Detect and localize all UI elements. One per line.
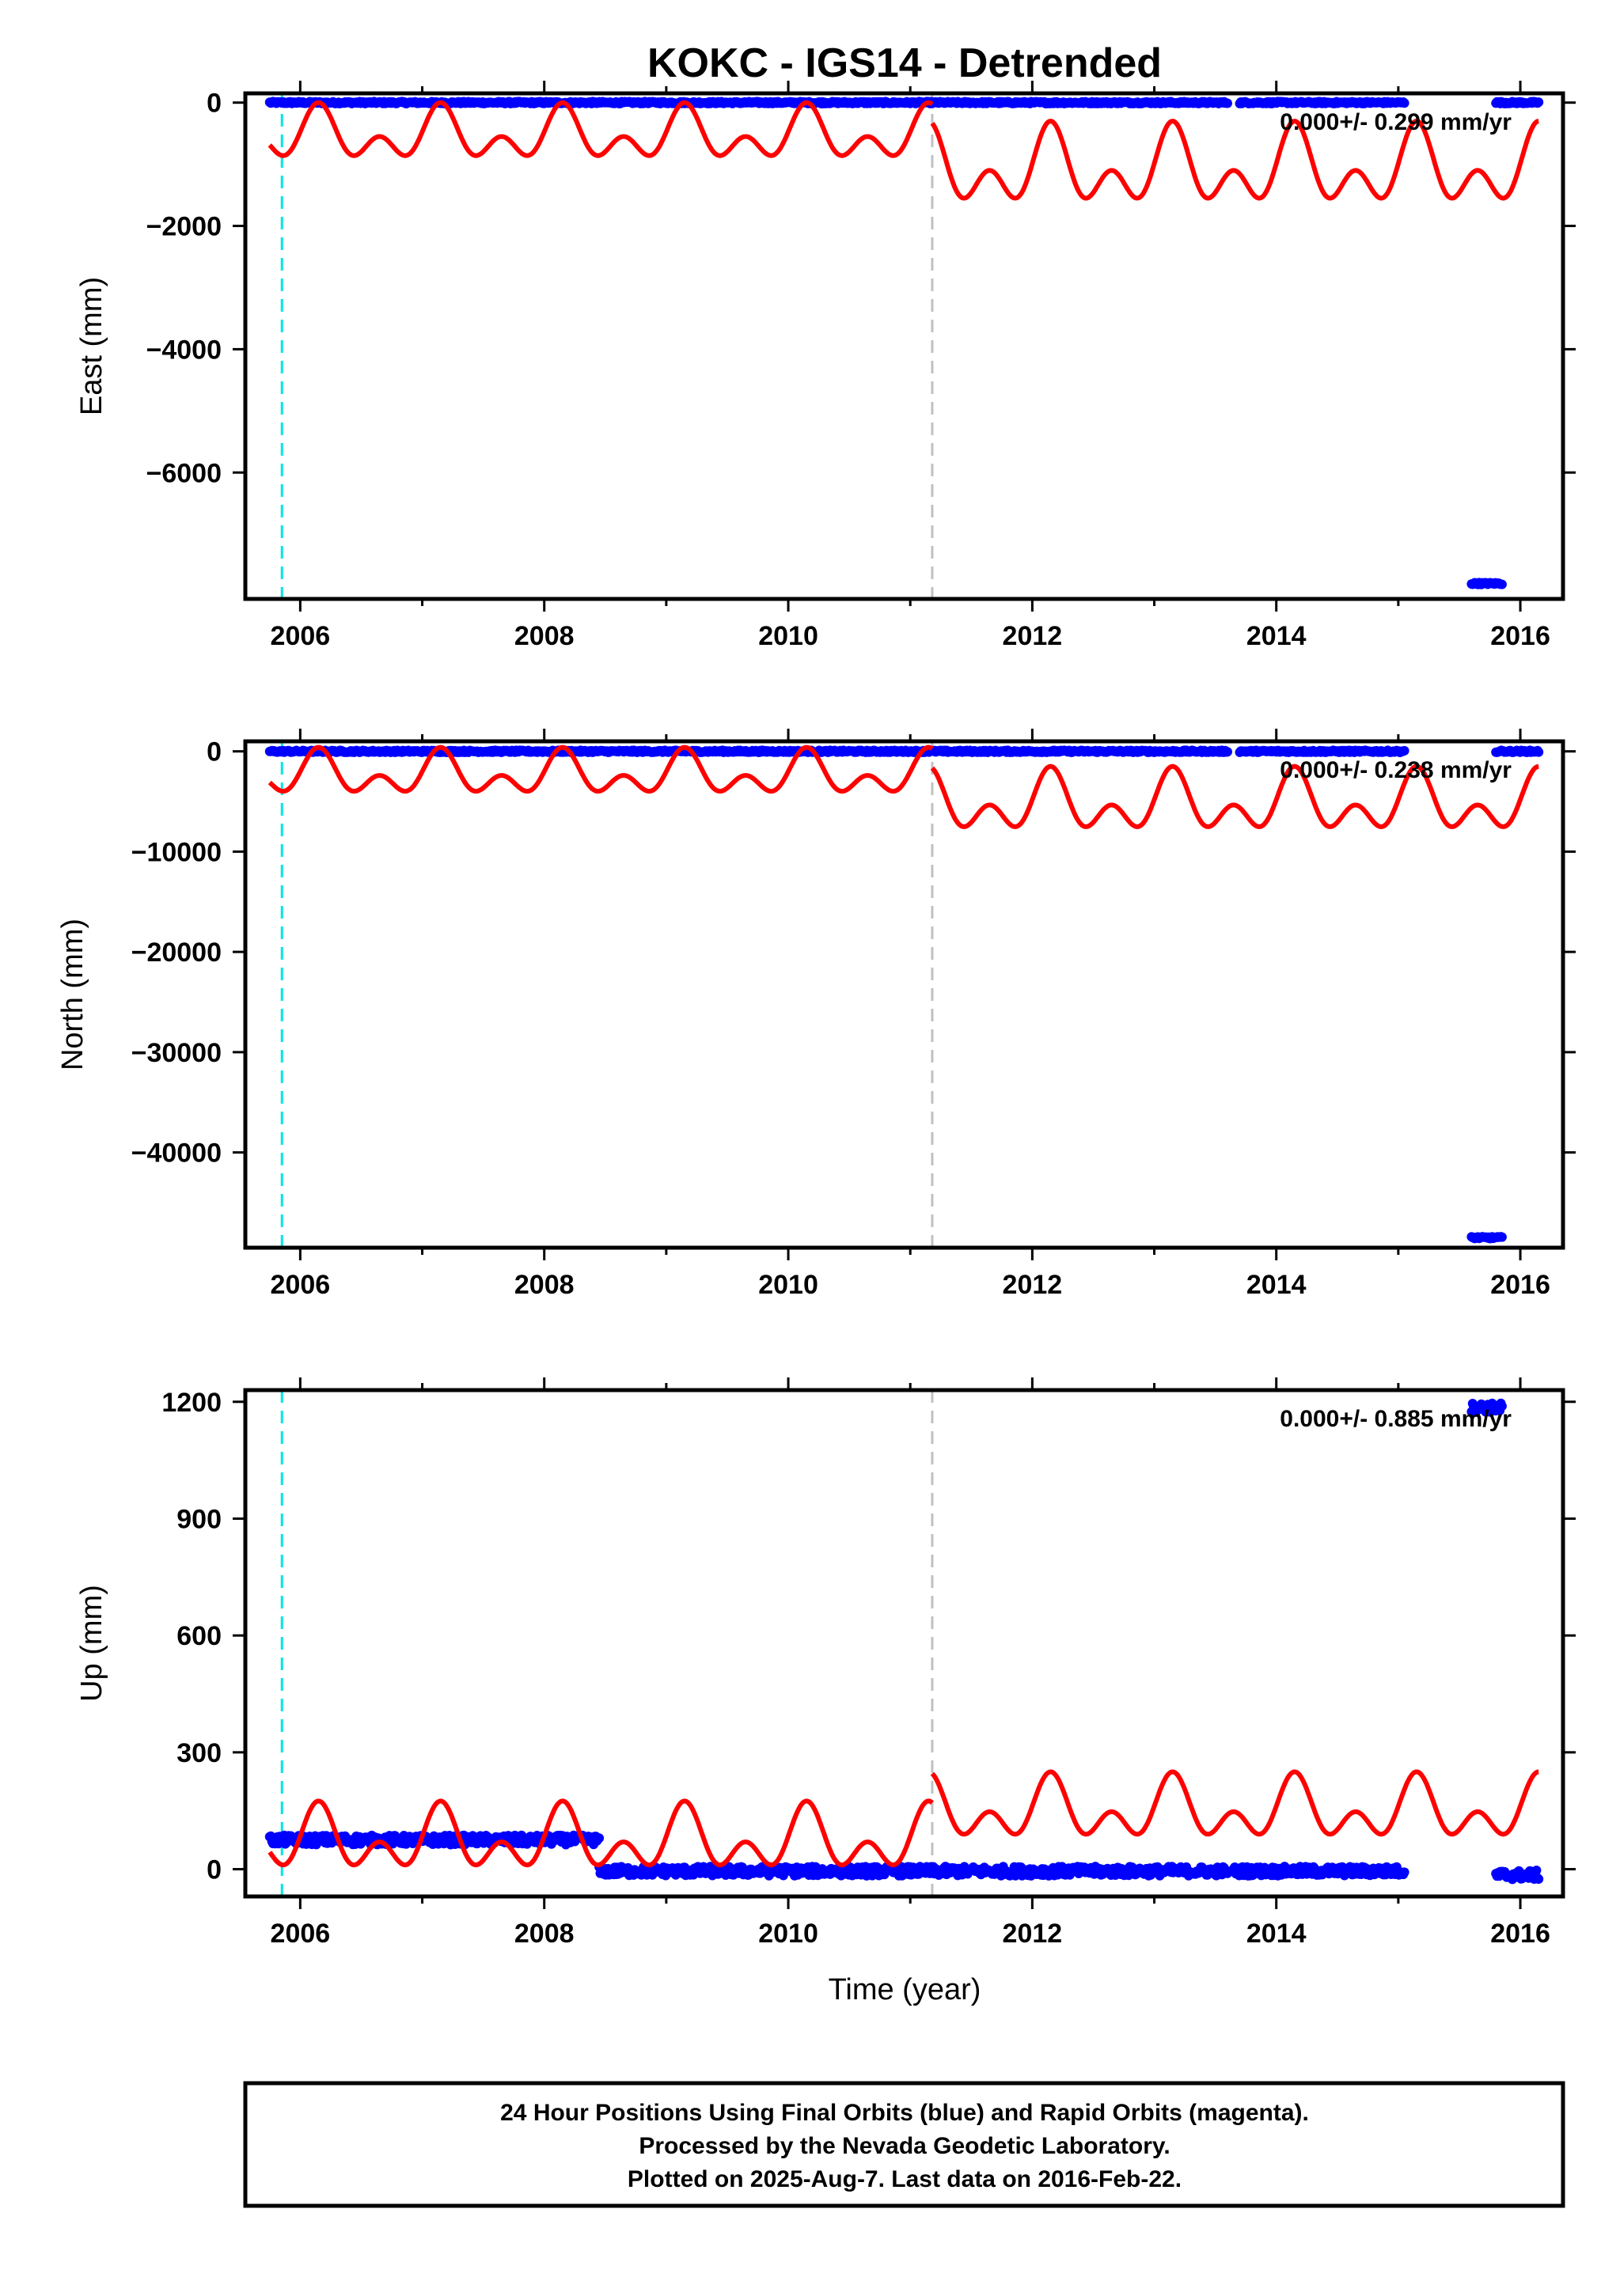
y-tick-label: 1200 (161, 1388, 222, 1418)
model-fit-line (267, 1769, 1539, 1868)
final-orbit-series (264, 745, 1544, 1244)
x-tick-label: 2008 (514, 1270, 575, 1300)
model-fit-line (267, 100, 1539, 201)
data-point (1399, 745, 1409, 756)
data-point (594, 1833, 605, 1843)
rate-label: 0.000+/- 0.299 mm/yr (1280, 109, 1512, 135)
chart-title: KOKC - IGS14 - Detrended (647, 40, 1162, 86)
plot-frame (243, 739, 1565, 1250)
plot-area (264, 741, 1544, 1248)
y-tick-label: 600 (176, 1621, 222, 1651)
x-tick-label: 2006 (271, 1270, 331, 1300)
footer-line-3: Plotted on 2025-Aug-7. Last data on 2016… (628, 2166, 1182, 2192)
data-point (1534, 97, 1544, 108)
y-tick-label: −6000 (146, 458, 222, 488)
y-tick-label: −20000 (131, 938, 222, 968)
x-tick-label: 2016 (1490, 1270, 1550, 1300)
x-tick-label: 2010 (758, 1270, 818, 1300)
plot-frame (243, 91, 1565, 601)
x-tick-label: 2014 (1246, 1919, 1307, 1949)
x-axis-label: Time (year) (829, 1973, 981, 2006)
panel-up: 2006 2008 2010 2012 2014 2016 0 300 600 900 1200 Up… (75, 1377, 1576, 1949)
data-point (1223, 747, 1232, 757)
plot-frame (243, 1388, 1565, 1899)
x-tick-label: 2014 (1246, 621, 1307, 651)
data-point (1531, 1866, 1542, 1875)
data-point (1497, 1232, 1507, 1242)
footer-line-2: Processed by the Nevada Geodetic Laborat… (639, 2133, 1170, 2159)
y-tick-label: 300 (176, 1738, 222, 1768)
y-tick-label: −2000 (146, 212, 222, 242)
x-tick-label: 2014 (1246, 1270, 1307, 1300)
x-tick-label: 2008 (514, 1919, 575, 1949)
plot-area (264, 1390, 1544, 1896)
y-tick-label: 900 (176, 1504, 222, 1534)
x-tick-label: 2006 (271, 1919, 331, 1949)
footer-line-1: 24 Hour Positions Using Final Orbits (bl… (500, 2100, 1309, 2126)
data-point (1534, 1874, 1544, 1884)
y-tick-label: −4000 (146, 335, 222, 365)
panel-north: 2006 2008 2010 2012 2014 2016 0 −10000 −20000 −30… (56, 729, 1576, 1300)
rate-label: 0.000+/- 0.885 mm/yr (1280, 1406, 1512, 1432)
y-tick-label: 0 (207, 737, 222, 767)
y-axis-label: East (mm) (75, 277, 108, 415)
y-axis-label: Up (mm) (75, 1585, 108, 1702)
y-tick-label: 0 (207, 89, 222, 119)
x-tick-label: 2016 (1490, 621, 1550, 651)
y-tick-label: −30000 (131, 1038, 222, 1068)
data-point (1497, 579, 1507, 589)
y-tick-label: −10000 (131, 837, 222, 867)
model-fit-line (267, 744, 1539, 829)
y-tick-label: −40000 (131, 1139, 222, 1169)
footer-box (243, 2081, 1565, 2208)
x-tick-label: 2012 (1003, 1270, 1063, 1300)
x-tick-label: 2010 (758, 1919, 818, 1949)
plot-area (264, 93, 1544, 599)
data-point (1497, 1401, 1507, 1411)
x-tick-label: 2012 (1003, 1919, 1063, 1949)
data-point (1223, 98, 1232, 108)
x-tick-label: 2008 (514, 621, 575, 651)
y-tick-label: 0 (207, 1855, 222, 1885)
data-point (1399, 98, 1409, 108)
panels: 2006 2008 2010 2012 2014 2016 0 −2000 −4000 −6000… (56, 81, 1576, 1949)
data-point (1534, 747, 1544, 757)
panel-east: 2006 2008 2010 2012 2014 2016 0 −2000 −4000 −6000… (75, 81, 1576, 651)
x-tick-label: 2010 (758, 621, 818, 651)
final-orbit-series (264, 1398, 1544, 1885)
rate-label: 0.000+/- 0.238 mm/yr (1280, 757, 1512, 783)
x-tick-label: 2016 (1490, 1919, 1550, 1949)
x-tick-label: 2006 (271, 621, 331, 651)
y-axis-label: North (mm) (56, 919, 89, 1070)
x-tick-label: 2012 (1003, 621, 1063, 651)
data-point (1399, 1867, 1409, 1877)
